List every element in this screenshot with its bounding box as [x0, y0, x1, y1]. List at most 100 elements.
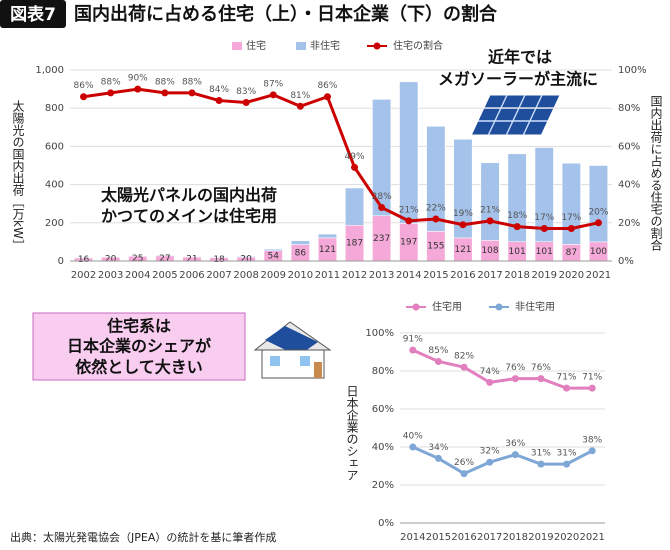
y2-tick-label: 80%	[618, 103, 640, 114]
y-axis-title: 太陽光の国内出荷［万kW］	[11, 99, 25, 251]
point	[269, 91, 277, 99]
legend-label: 非住宅	[310, 39, 340, 52]
x-tick-label: 2019	[528, 532, 553, 543]
point	[567, 225, 575, 233]
bar-label: 121	[454, 245, 471, 255]
y-tick-label: 600	[45, 141, 64, 152]
bar-label: 197	[400, 238, 417, 248]
point-label: 38%	[582, 435, 602, 445]
bar	[453, 139, 473, 239]
bar-label: 16	[78, 255, 90, 265]
y-tick-label: 80%	[372, 366, 394, 377]
point-label: 88%	[182, 77, 202, 87]
callout-box	[32, 312, 246, 381]
annotation: かつてのメインは住宅用	[101, 207, 277, 226]
badge-bg	[0, 0, 66, 28]
bar-label: 155	[427, 242, 444, 252]
point	[161, 89, 169, 97]
x-tick-label: 2016	[450, 270, 475, 281]
x-tick-label: 2014	[400, 532, 425, 543]
legend-marker	[495, 303, 503, 311]
x-tick-label: 2013	[369, 270, 394, 281]
point	[134, 85, 142, 93]
x-tick-label: 2019	[532, 270, 557, 281]
point-label: 76%	[531, 363, 551, 373]
point-label: 31%	[557, 449, 577, 459]
point	[409, 346, 417, 354]
bar	[101, 256, 121, 258]
x-tick-label: 2016	[451, 532, 476, 543]
point	[563, 384, 571, 392]
point-label: 86%	[317, 81, 337, 91]
x-tick-label: 2011	[315, 270, 340, 281]
point-label: 84%	[209, 85, 229, 95]
point-label: 90%	[128, 74, 148, 84]
x-tick-label: 2017	[477, 270, 502, 281]
bar-label: 18	[213, 255, 225, 265]
legend-label: 住宅の割合	[393, 39, 443, 52]
bar	[317, 233, 337, 239]
bar-label: 86	[295, 248, 307, 258]
bar	[290, 240, 310, 245]
bar-label: 237	[373, 234, 390, 244]
y-tick-label: 800	[45, 103, 64, 114]
point-label: 91%	[403, 335, 423, 345]
point	[460, 363, 468, 371]
point	[460, 470, 468, 478]
y-tick-label: 400	[45, 180, 64, 191]
y-tick-label: 0%	[378, 518, 394, 529]
point-label: 88%	[101, 77, 121, 87]
bar	[426, 126, 446, 232]
x-tick-label: 2008	[233, 270, 258, 281]
point-label: 88%	[155, 77, 175, 87]
y-tick-label: 200	[45, 218, 64, 229]
legend-marker	[412, 303, 420, 311]
bar	[209, 256, 229, 258]
point-label: 36%	[505, 439, 525, 449]
annotation: 住宅系は	[107, 317, 171, 336]
y-tick-label: 0	[58, 256, 64, 267]
y-axis-title: 日本企業のシェア	[345, 385, 359, 481]
house-icon	[253, 321, 332, 379]
point-label: 32%	[480, 447, 500, 457]
bar	[155, 254, 175, 257]
y2-tick-label: 40%	[618, 180, 640, 191]
bar	[561, 162, 581, 245]
point-label: 20%	[588, 207, 608, 217]
point	[588, 384, 596, 392]
point-label: 26%	[454, 458, 474, 468]
x-tick-label: 2021	[586, 270, 611, 281]
point	[296, 102, 304, 110]
point	[405, 217, 413, 225]
title: 国内出荷に占める住宅（上）・日本企業（下）の割合	[74, 3, 498, 25]
point-label: 17%	[534, 213, 554, 223]
solar-icon	[470, 94, 561, 136]
x-tick-label: 2004	[125, 270, 150, 281]
point-label: 28%	[372, 192, 392, 202]
bar	[588, 165, 608, 243]
point	[486, 458, 494, 466]
bar-label: 54	[268, 251, 280, 261]
point-label: 86%	[74, 81, 94, 91]
bar-label: 27	[159, 254, 170, 264]
x-tick-label: 2006	[179, 270, 204, 281]
bar-label: 20	[105, 255, 117, 265]
annotation: 近年では	[488, 48, 552, 67]
bar	[480, 162, 500, 241]
bar	[263, 248, 283, 251]
x-tick-label: 2002	[71, 270, 96, 281]
y-tick-label: 40%	[372, 442, 394, 453]
badge: 図表7	[10, 4, 56, 25]
point	[540, 225, 548, 233]
point	[434, 358, 442, 365]
x-tick-label: 2005	[152, 270, 177, 281]
point	[594, 219, 602, 227]
point	[537, 460, 545, 468]
x-tick-label: 2012	[342, 270, 367, 281]
point	[511, 375, 519, 383]
bar	[372, 99, 392, 216]
line	[412, 348, 593, 390]
bar-label: 101	[536, 247, 553, 257]
source: 出典：太陽光発電協会（JPEA）の統計を基に筆者作成	[10, 530, 276, 544]
